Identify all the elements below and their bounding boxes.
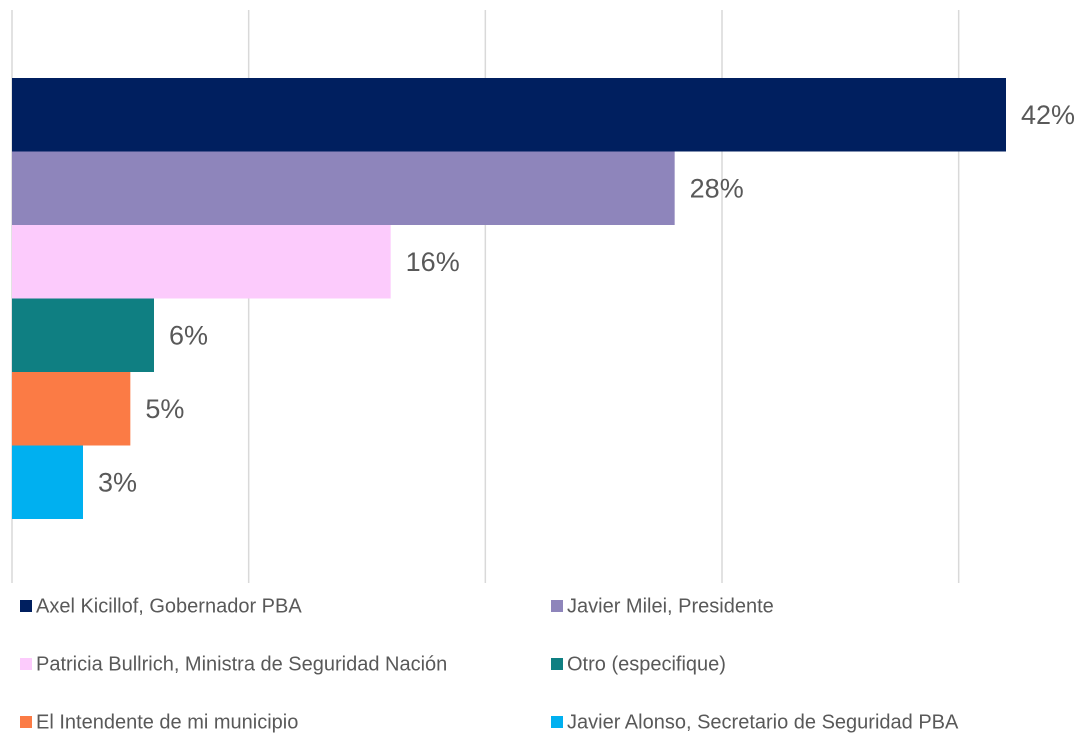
legend-label: Otro (especifique) [567, 653, 726, 675]
bar [12, 298, 154, 372]
legend-label: El Intendente de mi municipio [36, 711, 298, 733]
bar [12, 445, 83, 519]
bar [12, 225, 391, 299]
legend-swatch [551, 716, 563, 728]
legend-swatch [20, 658, 32, 670]
legend-swatch [20, 716, 32, 728]
legend-label: Javier Milei, Presidente [567, 595, 774, 617]
bar [12, 151, 675, 225]
legend-label: Javier Alonso, Secretario de Seguridad P… [567, 711, 959, 733]
data-label: 28% [690, 173, 744, 203]
data-label: 3% [98, 467, 137, 497]
legend-swatch [551, 600, 563, 612]
data-label: 16% [406, 247, 460, 277]
legend-swatch [551, 658, 563, 670]
bar [12, 78, 1006, 152]
legend-label: Patricia Bullrich, Ministra de Seguridad… [36, 653, 447, 675]
legend-label: Axel Kicillof, Gobernador PBA [36, 595, 302, 617]
data-label: 5% [145, 394, 184, 424]
data-label: 42% [1021, 100, 1075, 130]
bar [12, 372, 131, 446]
data-label: 6% [169, 320, 208, 350]
legend-swatch [20, 600, 32, 612]
